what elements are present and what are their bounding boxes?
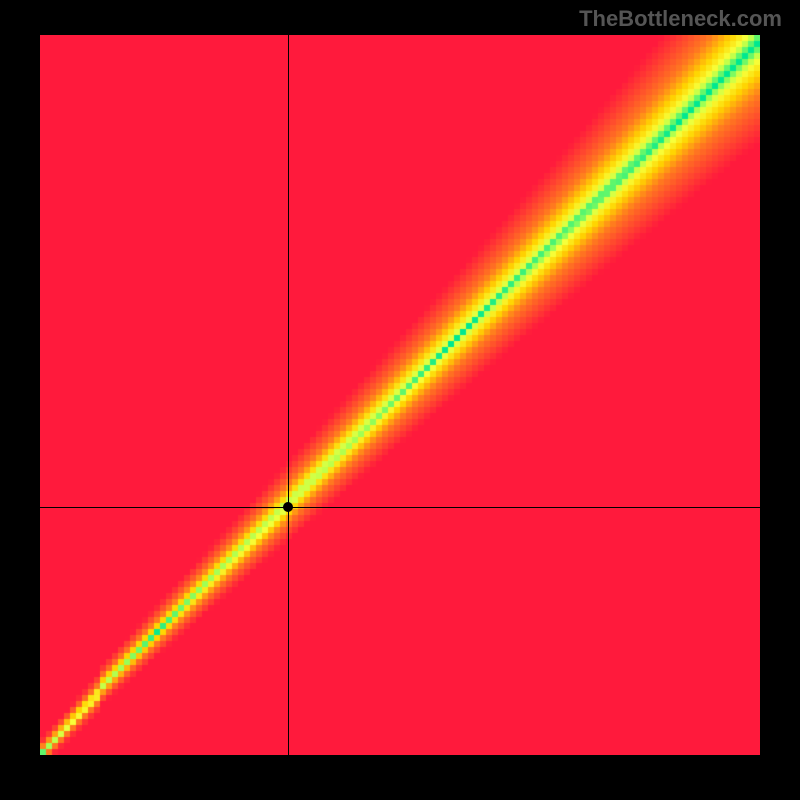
- selected-point: [283, 502, 293, 512]
- watermark-text: TheBottleneck.com: [579, 6, 782, 32]
- chart-container: TheBottleneck.com: [0, 0, 800, 800]
- crosshair-vertical: [288, 35, 289, 755]
- bottleneck-heatmap: [40, 35, 760, 755]
- crosshair-horizontal: [40, 507, 760, 508]
